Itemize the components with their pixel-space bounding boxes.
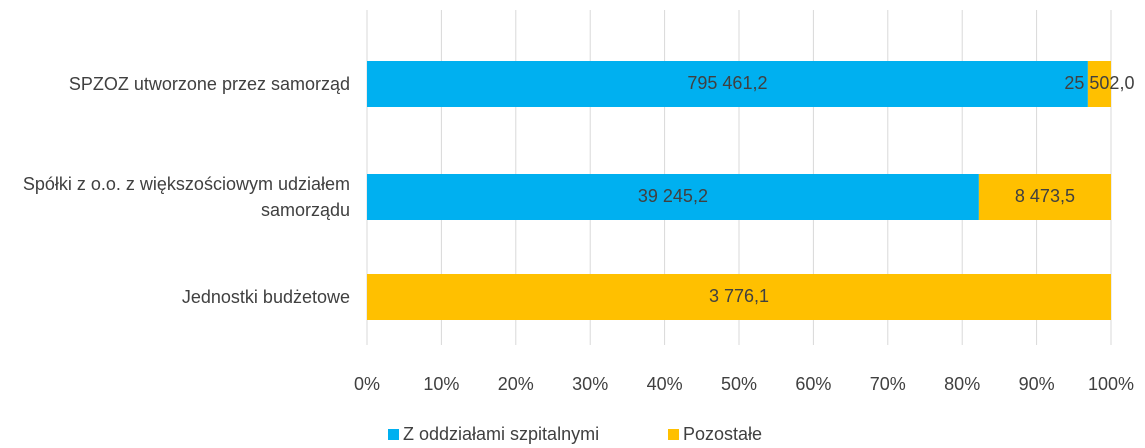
x-tick-label: 10% [423,374,459,394]
legend-swatch [668,429,679,440]
legend-label: Pozostałe [683,424,762,444]
bar-segment [367,174,979,220]
x-tick-label: 100% [1088,374,1134,394]
legend-label: Z oddziałami szpitalnymi [403,424,599,444]
bar-segment [1087,61,1111,107]
x-tick-label: 70% [870,374,906,394]
category-label: SPZOZ utworzone przez samorząd [68,74,350,94]
category-label: Spółki z o.o. z większościowym udziałem … [22,174,350,220]
x-tick-label: 50% [721,374,757,394]
x-tick-label: 80% [944,374,980,394]
data-label: 3 776,1 [709,286,769,306]
x-tick-label: 40% [647,374,683,394]
x-tick-label: 20% [498,374,534,394]
bar-segment [367,61,1088,107]
data-label: 795 461,2 [687,73,767,93]
data-label: 25 502,0 [1064,73,1134,93]
bar-segment [978,174,1111,220]
data-label: 8 473,5 [1015,186,1075,206]
data-label: 39 245,2 [638,186,708,206]
category-label: Jednostki budżetowe [181,287,350,307]
x-tick-label: 30% [572,374,608,394]
x-tick-label: 90% [1019,374,1055,394]
x-tick-label: 60% [795,374,831,394]
x-tick-label: 0% [354,374,380,394]
legend-swatch [388,429,399,440]
bar-segment [367,274,1111,320]
